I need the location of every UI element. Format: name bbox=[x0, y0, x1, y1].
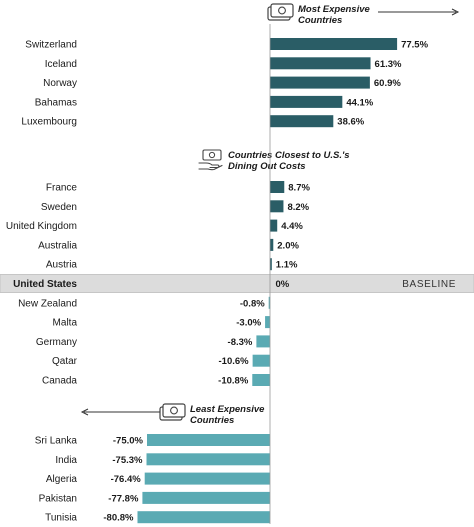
value-label-iceland: 61.3% bbox=[375, 59, 402, 70]
bar-germany bbox=[256, 335, 270, 348]
category-label-india: India bbox=[55, 455, 77, 466]
money-bill-icon bbox=[159, 403, 186, 421]
value-label-pakistan: -77.8% bbox=[108, 493, 139, 504]
bar-australia bbox=[270, 238, 274, 251]
category-label-bahamas: Bahamas bbox=[35, 97, 77, 108]
value-label-germany: -8.3% bbox=[228, 337, 253, 348]
bar-switzerland bbox=[270, 38, 398, 50]
bar-iceland bbox=[270, 57, 371, 70]
bar-malta bbox=[265, 316, 270, 329]
category-label-germany: Germany bbox=[36, 337, 77, 348]
value-label-united-states: 0% bbox=[276, 279, 290, 290]
bar-canada bbox=[252, 374, 270, 386]
bar-sri-lanka bbox=[147, 434, 270, 446]
bar-norway bbox=[270, 76, 370, 89]
value-label-luxembourg: 38.6% bbox=[337, 117, 364, 128]
arrow-left-head bbox=[80, 408, 89, 416]
value-label-canada: -10.8% bbox=[218, 376, 249, 387]
baseline-label: BASELINE bbox=[402, 279, 456, 290]
value-label-algeria: -76.4% bbox=[111, 474, 142, 485]
bar-india bbox=[146, 453, 270, 466]
value-label-tunisia: -80.8% bbox=[103, 513, 134, 524]
value-label-austria: 1.1% bbox=[276, 260, 298, 271]
section-title-least-1: Least Expensive bbox=[190, 404, 265, 415]
baseline-band bbox=[0, 274, 474, 293]
category-label-norway: Norway bbox=[43, 78, 77, 89]
value-label-australia: 2.0% bbox=[277, 240, 299, 251]
money-hand-icon bbox=[198, 149, 223, 171]
category-label-tunisia: Tunisia bbox=[45, 513, 77, 524]
category-label-sri-lanka: Sri Lanka bbox=[35, 436, 78, 447]
category-label-new-zealand: New Zealand bbox=[18, 298, 77, 309]
category-label-qatar: Qatar bbox=[52, 356, 78, 367]
section-title-most-1: Most Expensive bbox=[298, 4, 371, 15]
section-title-least-2: Countries bbox=[190, 415, 234, 426]
category-label-united-kingdom: United Kingdom bbox=[6, 221, 77, 232]
section-title-closest-1: Countries Closest to U.S.'s bbox=[228, 150, 350, 161]
bar-new-zealand bbox=[268, 296, 271, 309]
section-title-closest-2: Dining Out Costs bbox=[228, 161, 306, 172]
category-label-united-states: United States bbox=[13, 279, 77, 290]
category-label-australia: Australia bbox=[38, 240, 77, 251]
bar-tunisia bbox=[137, 511, 270, 524]
value-label-sweden: 8.2% bbox=[287, 202, 309, 213]
value-label-sri-lanka: -75.0% bbox=[113, 436, 144, 447]
bar-algeria bbox=[144, 472, 270, 485]
bar-france bbox=[270, 181, 285, 193]
category-label-pakistan: Pakistan bbox=[39, 493, 77, 504]
value-label-france: 8.7% bbox=[288, 183, 310, 194]
bar-luxembourg bbox=[270, 115, 334, 128]
category-label-malta: Malta bbox=[53, 318, 78, 329]
category-label-switzerland: Switzerland bbox=[25, 40, 77, 51]
bar-austria bbox=[270, 258, 272, 271]
value-label-switzerland: 77.5% bbox=[401, 40, 428, 51]
arrow-right-head bbox=[451, 8, 460, 16]
category-label-austria: Austria bbox=[46, 260, 78, 271]
bar-sweden bbox=[270, 200, 284, 213]
category-label-canada: Canada bbox=[42, 376, 77, 387]
bar-bahamas bbox=[270, 95, 343, 108]
money-bill-icon bbox=[267, 3, 294, 21]
value-label-new-zealand: -0.8% bbox=[240, 298, 265, 309]
category-label-sweden: Sweden bbox=[41, 202, 77, 213]
value-label-india: -75.3% bbox=[112, 455, 143, 466]
bar-qatar bbox=[252, 354, 270, 367]
section-title-most-2: Countries bbox=[298, 15, 342, 26]
bar-united-kingdom bbox=[270, 219, 278, 232]
value-label-bahamas: 44.1% bbox=[346, 97, 373, 108]
value-label-qatar: -10.6% bbox=[219, 356, 250, 367]
category-label-france: France bbox=[46, 183, 78, 194]
category-label-luxembourg: Luxembourg bbox=[21, 117, 77, 128]
bar-pakistan bbox=[142, 491, 270, 504]
value-label-malta: -3.0% bbox=[236, 318, 261, 329]
category-label-algeria: Algeria bbox=[46, 474, 78, 485]
value-label-united-kingdom: 4.4% bbox=[281, 221, 303, 232]
category-label-iceland: Iceland bbox=[45, 59, 77, 70]
value-label-norway: 60.9% bbox=[374, 78, 401, 89]
